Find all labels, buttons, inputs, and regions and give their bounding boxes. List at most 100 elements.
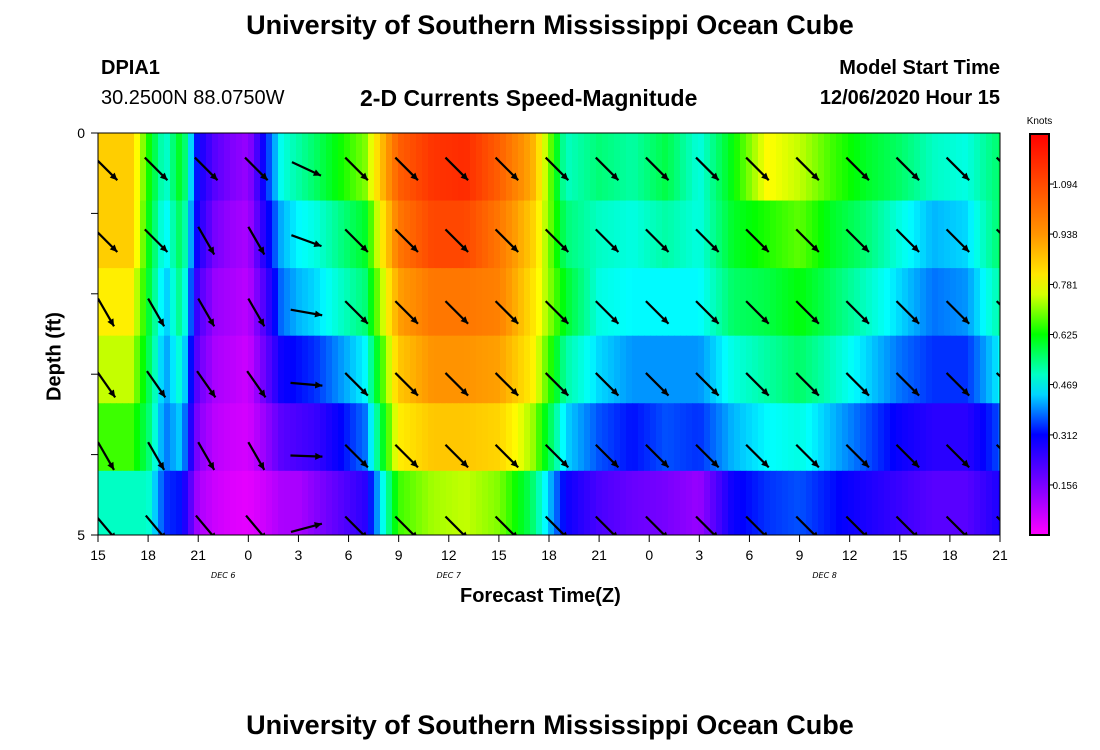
heat-cell [620,335,627,404]
heat-cell [482,133,489,202]
heat-cell [554,133,561,202]
current-vector [895,443,920,469]
current-vector [595,515,617,535]
heat-cell [686,470,693,535]
heat-cell [740,403,747,472]
heat-cell [998,200,1000,269]
current-vector [394,156,419,181]
heat-cell [440,470,447,535]
heat-cell [194,470,201,535]
heat-cell [608,335,615,404]
heat-cell [206,335,213,404]
heat-cell [320,403,327,472]
heat-cell [278,403,285,472]
heat-cell [242,268,249,337]
heat-cell [920,200,927,269]
heat-cell [230,133,237,202]
heat-cell [890,133,897,202]
current-vector [1047,445,1070,468]
heat-cell [134,200,141,269]
heat-cell [830,268,837,337]
heat-cell [500,335,507,404]
station-id: DPIA1 [101,57,160,79]
heat-cell [428,133,435,202]
current-vector [795,156,820,181]
heat-cell [848,268,855,337]
heat-cell [554,200,561,269]
heat-cell [578,200,585,269]
x-tick-label: 21 [992,547,1008,563]
current-vector [144,228,169,253]
heat-cell [908,403,915,472]
current-vector [645,372,670,397]
heat-cell [140,133,147,202]
heat-cell [764,200,771,269]
heat-cell [290,335,297,404]
heat-cell [476,403,483,472]
heat-cell [980,268,987,337]
heat-cell [992,335,999,404]
heat-cell [416,133,423,202]
current-vector [291,234,322,248]
current-vector [494,443,519,469]
heat-cell [908,470,915,535]
heat-cell [716,403,723,472]
heat-cell [734,470,741,535]
current-vector [344,228,369,253]
heat-cell [518,403,525,472]
heat-cell [884,470,891,535]
heat-cell [116,268,123,337]
heat-cell [446,268,453,337]
current-vector [444,372,469,397]
heat-cell [296,268,303,337]
heat-cell [896,200,903,269]
heat-cell [542,470,549,535]
heat-cell [356,335,363,404]
current-vector [394,372,419,397]
current-vector [595,228,620,253]
current-vector [745,300,770,325]
heat-cell [392,200,399,269]
heat-cell [584,200,591,269]
heat-cell [752,200,759,269]
heat-cell [980,403,987,472]
current-vector [291,161,322,177]
heat-cell [776,268,783,337]
heat-cell [482,200,489,269]
x-tick-label: 9 [395,547,403,563]
heat-cell [830,335,837,404]
heat-cell [590,335,597,404]
heat-cell [110,133,117,202]
current-vector [290,381,323,389]
heat-cell [806,403,813,472]
heat-cell [524,470,531,535]
heat-cell [632,268,639,337]
heat-cell [632,133,639,202]
heat-cell [914,470,921,535]
speed-heatmap [98,133,1000,535]
heat-cell [470,133,477,202]
heat-cell [248,200,255,269]
heat-cell [182,335,189,404]
heat-cell [332,200,339,269]
heat-cell [212,268,219,337]
heat-cell [392,133,399,202]
heat-cell [950,403,957,472]
heat-cell [704,268,711,337]
current-vector [895,515,918,535]
heat-cell [278,470,285,535]
heat-cell [638,335,645,404]
current-vector [1047,301,1070,324]
heat-cell [926,403,933,472]
heat-cell [230,335,237,404]
heat-cell [410,133,417,202]
heat-cell [770,200,777,269]
heat-cell [446,133,453,202]
heat-cell [764,268,771,337]
heat-cell [650,200,657,269]
heat-cell [476,335,483,404]
heat-cell [260,470,267,535]
heat-cell [518,133,525,202]
heat-cell [416,335,423,404]
heat-cell [668,268,675,337]
